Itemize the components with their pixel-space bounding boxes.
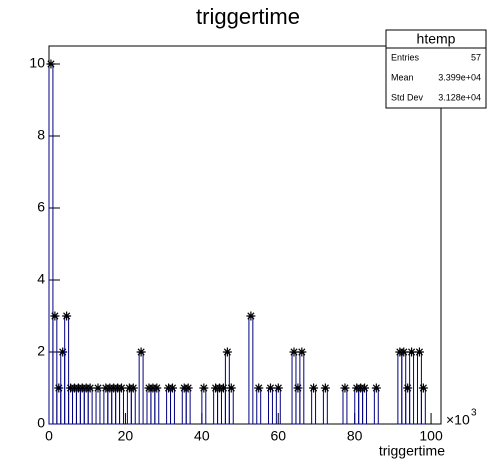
marker	[50, 311, 60, 321]
x-tick-label: 80	[347, 428, 363, 444]
stats-value: 57	[471, 52, 481, 62]
marker	[309, 383, 319, 393]
marker	[297, 347, 307, 357]
stats-value: 3.128e+04	[438, 92, 481, 102]
marker	[226, 383, 236, 393]
stats-label: Std Dev	[391, 92, 424, 102]
marker	[218, 383, 228, 393]
marker	[85, 383, 95, 393]
x-tick-label: 40	[194, 428, 210, 444]
marker	[360, 383, 370, 393]
y-tick-label: 0	[37, 415, 45, 431]
marker	[199, 383, 209, 393]
marker	[246, 311, 256, 321]
marker	[128, 383, 138, 393]
stats-box	[385, 29, 487, 109]
marker	[46, 59, 56, 69]
marker	[414, 347, 424, 357]
marker	[222, 347, 232, 357]
marker	[152, 383, 162, 393]
marker	[183, 383, 193, 393]
x-tick-label: 60	[270, 428, 286, 444]
marker	[289, 347, 299, 357]
marker	[93, 383, 103, 393]
stats-title: htemp	[417, 31, 456, 47]
marker	[403, 383, 413, 393]
y-tick-label: 4	[37, 271, 45, 287]
marker	[399, 347, 409, 357]
marker	[117, 383, 127, 393]
x-tick-label: 0	[45, 428, 53, 444]
marker	[418, 383, 428, 393]
y-tick-label: 8	[37, 127, 45, 143]
marker	[54, 383, 64, 393]
marker	[340, 383, 350, 393]
y-tick-label: 2	[37, 343, 45, 359]
marker	[273, 383, 283, 393]
y-tick-label: 10	[29, 55, 45, 71]
marker	[371, 383, 381, 393]
x-multiplier-exp: 3	[471, 408, 477, 419]
x-multiplier: ×10	[446, 412, 470, 428]
marker	[265, 383, 275, 393]
x-axis-label: triggertime	[379, 443, 445, 459]
x-tick-label: 100	[419, 428, 443, 444]
stats-value: 3.399e+04	[438, 72, 481, 82]
marker	[254, 383, 264, 393]
marker	[62, 311, 72, 321]
y-tick-label: 6	[37, 199, 45, 215]
marker	[293, 383, 303, 393]
chart-title: triggertime	[196, 4, 300, 29]
marker	[167, 383, 177, 393]
stats-label: Entries	[391, 52, 420, 62]
marker	[407, 347, 417, 357]
x-tick-label: 20	[118, 428, 134, 444]
marker	[58, 347, 68, 357]
stats-label: Mean	[391, 72, 414, 82]
marker	[320, 383, 330, 393]
marker	[136, 347, 146, 357]
